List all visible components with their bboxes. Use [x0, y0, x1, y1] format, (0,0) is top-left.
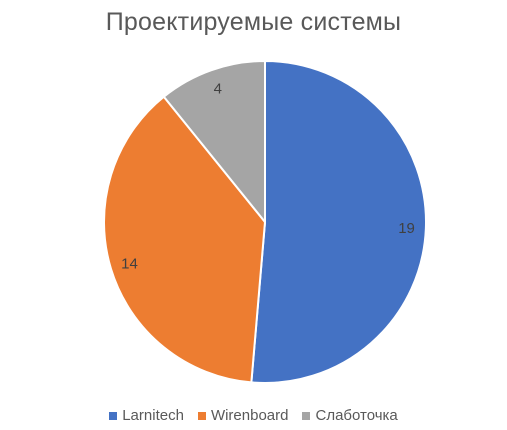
legend-entry-wirenboard: Wirenboard	[197, 407, 289, 424]
data-label-larnitech: 19	[398, 220, 415, 237]
chart-title: Проектируемые системы	[105, 8, 402, 36]
data-label-wirenboard: 14	[121, 255, 138, 272]
legend-entry-larnitech: Larnitech	[109, 407, 184, 424]
legend: Larnitech Wirenboard Слаботочка	[0, 407, 507, 424]
legend-entry-slabotochka: Слаботочка	[302, 407, 398, 424]
legend-label-wirenboard: Wirenboard	[210, 407, 289, 424]
data-label-slabotochka: 4	[214, 80, 222, 97]
legend-swatch-slabotochka	[302, 411, 311, 420]
legend-label-larnitech: Larnitech	[122, 407, 184, 424]
pie-slice-slabotochka	[162, 60, 266, 223]
legend-swatch-wirenboard	[197, 411, 206, 420]
legend-label-slabotochka: Слаботочка	[315, 407, 398, 424]
legend-swatch-larnitech	[109, 411, 118, 420]
pie-slice-wirenboard	[103, 95, 266, 384]
pie-slice-larnitech	[250, 60, 427, 384]
